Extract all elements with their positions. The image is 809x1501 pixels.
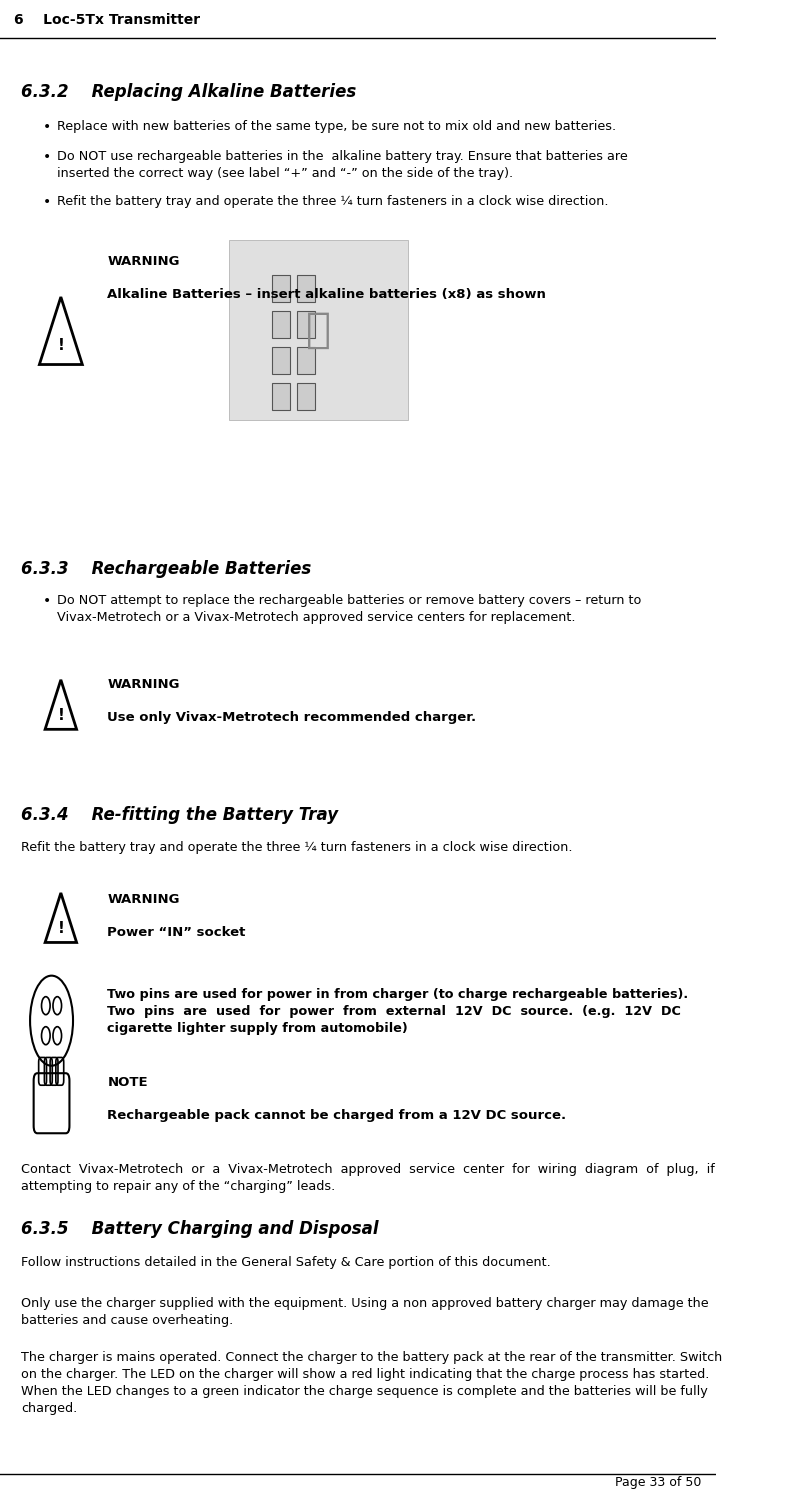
Text: Refit the battery tray and operate the three ¼ turn fasteners in a clock wise di: Refit the battery tray and operate the t… — [57, 195, 609, 209]
Text: WARNING: WARNING — [108, 893, 180, 907]
Bar — [297, 311, 315, 338]
Bar — [272, 347, 290, 374]
Bar — [272, 275, 290, 302]
Text: The charger is mains operated. Connect the charger to the battery pack at the re: The charger is mains operated. Connect t… — [22, 1351, 722, 1415]
Text: Do NOT use rechargeable batteries in the  alkaline battery tray. Ensure that bat: Do NOT use rechargeable batteries in the… — [57, 150, 628, 180]
Text: Use only Vivax-Metrotech recommended charger.: Use only Vivax-Metrotech recommended cha… — [108, 711, 477, 725]
Text: !: ! — [57, 338, 64, 353]
Text: Only use the charger supplied with the equipment. Using a non approved battery c: Only use the charger supplied with the e… — [22, 1297, 709, 1327]
Text: •: • — [42, 120, 51, 134]
Text: •: • — [42, 594, 51, 608]
Bar — [272, 311, 290, 338]
Text: 6    Loc-5Tx Transmitter: 6 Loc-5Tx Transmitter — [15, 14, 201, 27]
Text: NOTE: NOTE — [108, 1076, 148, 1090]
Text: Do NOT attempt to replace the rechargeable batteries or remove battery covers – : Do NOT attempt to replace the rechargeab… — [57, 594, 642, 624]
Text: !: ! — [57, 708, 64, 723]
Text: WARNING: WARNING — [108, 255, 180, 269]
Bar — [297, 275, 315, 302]
Bar — [297, 383, 315, 410]
Text: Page 33 of 50: Page 33 of 50 — [615, 1475, 701, 1489]
Text: Replace with new batteries of the same type, be sure not to mix old and new batt: Replace with new batteries of the same t… — [57, 120, 616, 134]
Text: WARNING: WARNING — [108, 678, 180, 692]
Text: Contact  Vivax-Metrotech  or  a  Vivax-Metrotech  approved  service  center  for: Contact Vivax-Metrotech or a Vivax-Metro… — [22, 1163, 715, 1193]
Text: 6.3.2    Replacing Alkaline Batteries: 6.3.2 Replacing Alkaline Batteries — [22, 83, 357, 101]
Text: •: • — [42, 195, 51, 209]
Bar — [272, 383, 290, 410]
Text: 6.3.5    Battery Charging and Disposal: 6.3.5 Battery Charging and Disposal — [22, 1220, 379, 1238]
Text: ✋: ✋ — [306, 309, 331, 351]
Text: Rechargeable pack cannot be charged from a 12V DC source.: Rechargeable pack cannot be charged from… — [108, 1109, 566, 1123]
Text: 6.3.4    Re-fitting the Battery Tray: 6.3.4 Re-fitting the Battery Tray — [22, 806, 339, 824]
Text: Alkaline Batteries – insert alkaline batteries (x8) as shown: Alkaline Batteries – insert alkaline bat… — [108, 288, 546, 302]
Text: !: ! — [57, 922, 64, 937]
Text: •: • — [42, 150, 51, 164]
Text: 6.3.3    Rechargeable Batteries: 6.3.3 Rechargeable Batteries — [22, 560, 311, 578]
FancyBboxPatch shape — [229, 240, 408, 420]
Text: Refit the battery tray and operate the three ¼ turn fasteners in a clock wise di: Refit the battery tray and operate the t… — [22, 841, 573, 854]
Text: Follow instructions detailed in the General Safety & Care portion of this docume: Follow instructions detailed in the Gene… — [22, 1256, 551, 1270]
Text: Power “IN” socket: Power “IN” socket — [108, 926, 246, 940]
Text: Two pins are used for power in from charger (to charge rechargeable batteries).
: Two pins are used for power in from char… — [108, 988, 688, 1034]
Bar — [297, 347, 315, 374]
